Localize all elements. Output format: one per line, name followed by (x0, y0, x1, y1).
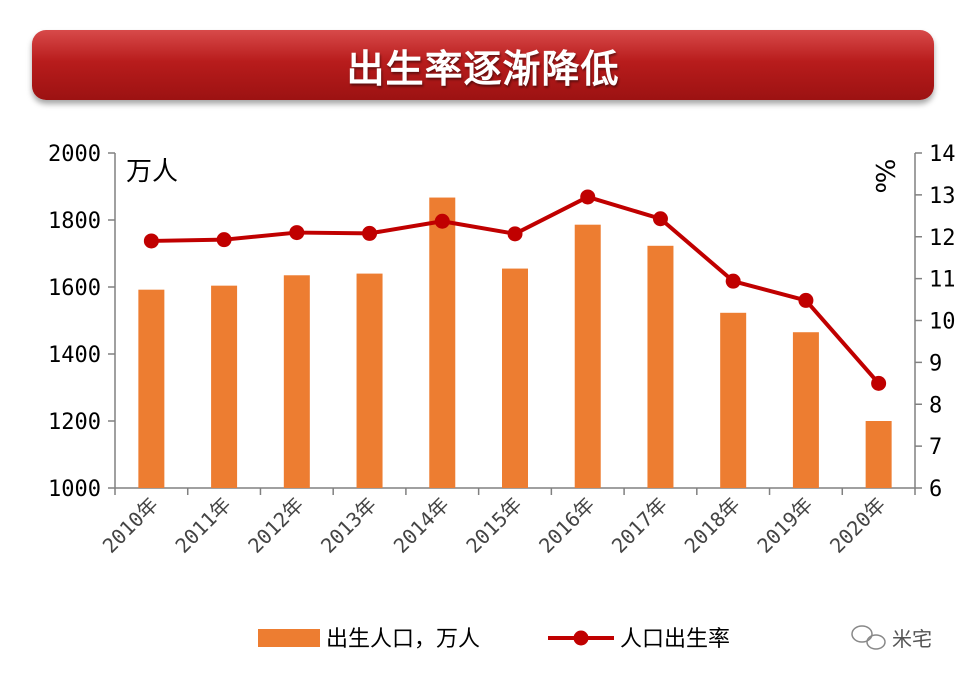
legend: 出生人口，万人 人口出生率 (258, 627, 730, 652)
rate-point-2016年 (580, 189, 596, 205)
y-right-tick-label: 8 (929, 393, 942, 418)
rate-point-2013年 (362, 225, 378, 241)
bar-2018年 (720, 312, 747, 488)
bar-2012年 (283, 275, 310, 488)
y-right-tick-label: 10 (929, 310, 956, 335)
bar-2011年 (211, 285, 238, 488)
chat-bubble-icon (866, 634, 886, 650)
x-tick-label: 2019年 (752, 493, 817, 558)
x-tick-label: 2018年 (680, 493, 745, 558)
y-right-tick-label: 9 (929, 351, 942, 376)
x-tick-label: 2015年 (461, 493, 526, 558)
rate-line-layer (143, 189, 887, 391)
y-right-tick-label: 13 (929, 184, 956, 209)
bar-2015年 (502, 268, 528, 488)
bar-2017年 (647, 245, 674, 488)
chart-title: 出生率逐渐降低 (346, 46, 620, 91)
legend-swatch-births (258, 629, 320, 647)
rate-point-2012年 (289, 225, 305, 241)
legend-label-rate: 人口出生率 (620, 627, 730, 652)
y-left-tick-label: 1600 (48, 276, 101, 301)
y-right-tick-label: 11 (929, 268, 956, 293)
legend-swatch-rate-marker (573, 630, 589, 646)
y-right-tick-label: 12 (929, 226, 956, 251)
labels-layer: 1000 1200 1400 1600 1800 2000 6 7 8 9 10 11 12 13 14 万人… (48, 142, 955, 558)
rate-point-2014年 (434, 213, 450, 229)
rate-point-2015年 (507, 226, 523, 242)
chart-title-banner: 出生率逐渐降低 (32, 30, 934, 100)
rate-point-2020年 (871, 375, 887, 391)
bar-2014年 (429, 197, 456, 488)
x-tick-label: 2017年 (607, 493, 672, 558)
y-right-tick-label: 7 (929, 435, 942, 460)
x-tick-label: 2010年 (98, 493, 163, 558)
y-right-tick-label: 14 (929, 142, 956, 167)
x-tick-label: 2011年 (170, 493, 235, 558)
bar-2020年 (865, 421, 892, 488)
bar-2010年 (138, 289, 165, 488)
bar-2013年 (356, 273, 383, 488)
rate-point-2019年 (798, 292, 814, 308)
y-left-tick-label: 1200 (48, 410, 101, 435)
y-left-tick-label: 1400 (48, 343, 101, 368)
rate-point-2018年 (725, 273, 741, 289)
chat-bubble-icon (851, 625, 873, 643)
x-tick-label: 2020年 (825, 493, 890, 558)
y-right-tick-label: 6 (929, 477, 942, 502)
x-tick-label: 2013年 (316, 493, 381, 558)
x-tick-label: 2012年 (243, 493, 308, 558)
bar-2016年 (574, 224, 601, 488)
watermark-text: 米宅 (892, 627, 932, 651)
x-tick-label: 2016年 (534, 493, 599, 558)
y-right-unit-label: ‰ (869, 159, 899, 194)
rate-point-2010年 (143, 233, 159, 249)
bar-2019年 (792, 332, 819, 488)
rate-point-2017年 (652, 211, 668, 227)
y-left-tick-label: 1000 (48, 477, 101, 502)
y-left-tick-label: 2000 (48, 142, 101, 167)
y-left-unit-label: 万人 (126, 157, 178, 187)
legend-label-births: 出生人口，万人 (326, 627, 480, 652)
x-tick-label: 2014年 (389, 493, 454, 558)
rate-point-2011年 (216, 232, 232, 248)
watermark: 米宅 (851, 625, 932, 651)
bars-layer (138, 197, 892, 488)
y-left-tick-label: 1800 (48, 209, 101, 234)
